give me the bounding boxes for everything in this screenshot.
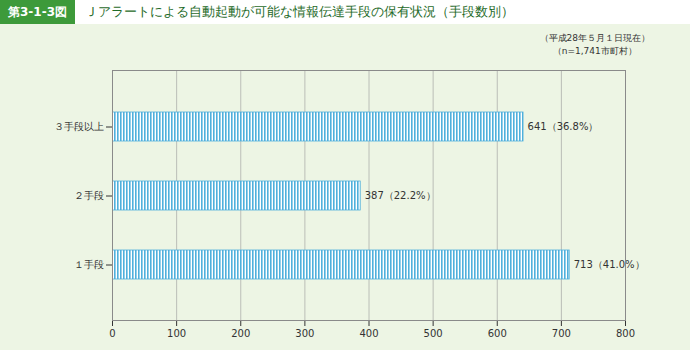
svg-text:600: 600 (488, 328, 507, 339)
svg-text:300: 300 (295, 328, 314, 339)
svg-text:0: 0 (109, 328, 115, 339)
svg-text:200: 200 (231, 328, 250, 339)
html-text:（n=1,741市町村）: （n=1,741市町村） (552, 46, 637, 56)
svg-text:100: 100 (167, 328, 186, 339)
svg-text:387（22.2%）: 387（22.2%） (365, 190, 436, 201)
svg-text:713（41.0%）: 713（41.0%） (574, 259, 645, 270)
svg-text:400: 400 (359, 328, 378, 339)
svg-text:500: 500 (424, 328, 443, 339)
svg-text:700: 700 (552, 328, 571, 339)
svg-text:800: 800 (616, 328, 635, 339)
svg-text:641（36.8%）: 641（36.8%） (528, 121, 599, 132)
svg-text:３手段以上: ３手段以上 (54, 121, 104, 132)
html-text:Ｊアラートによる自動起動が可能な情報伝達手段の保有状況（手段: Ｊアラートによる自動起動が可能な情報伝達手段の保有状況（手段数別） (85, 4, 514, 19)
html-text:（平成28年５月１日現在）: （平成28年５月１日現在） (539, 33, 650, 43)
svg-text:１手段: １手段 (74, 259, 104, 270)
html-text:第3-1-3図: 第3-1-3図 (8, 5, 67, 19)
svg-text:２手段: ２手段 (74, 190, 104, 201)
